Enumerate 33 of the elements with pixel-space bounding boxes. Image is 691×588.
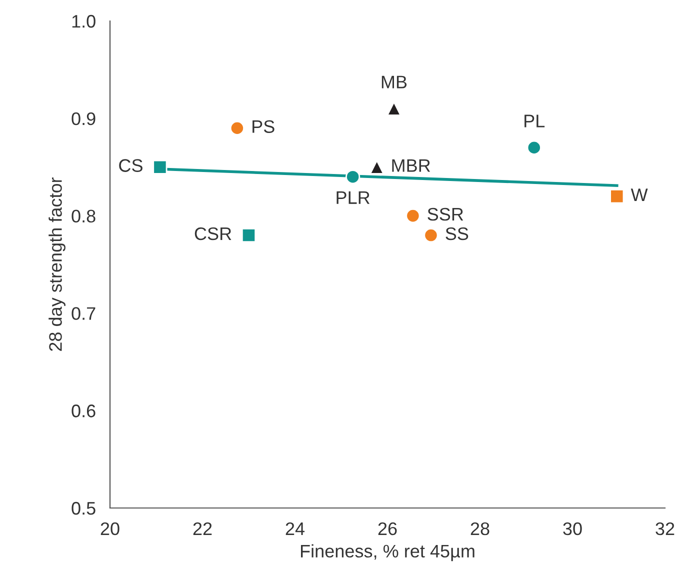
x-tick-label: 26 — [378, 522, 397, 536]
series-label: MB — [382, 76, 407, 88]
series-label: PL — [524, 114, 545, 128]
y-tick-label: 0.9 — [72, 112, 96, 126]
x-tick-label: 24 — [286, 522, 305, 535]
point — [406, 208, 420, 224]
point — [526, 140, 542, 155]
x-axis-title: Fineness, % ret 45µm — [300, 544, 474, 562]
y-tick-label: 0.6 — [72, 404, 96, 418]
x-tick-label: 30 — [563, 522, 582, 536]
point — [610, 189, 624, 204]
point — [230, 120, 244, 136]
x-tick-label: 28 — [470, 522, 490, 536]
point — [241, 228, 256, 243]
y-tick-label: 0.5 — [72, 502, 96, 515]
x-tick-label: 22 — [193, 522, 212, 535]
y-axis-title: 28 day strength factor — [48, 177, 66, 351]
series-label: MBR — [392, 159, 430, 172]
series-label: PLR — [336, 191, 370, 204]
point — [346, 170, 360, 184]
series-label: PS — [252, 120, 274, 133]
x-tick-label: 32 — [656, 522, 674, 536]
series-label: SSR — [428, 208, 464, 221]
series-label: W — [630, 188, 648, 201]
series-label: CS — [119, 159, 142, 172]
series-label: SS — [446, 227, 468, 240]
y-tick-label: 0.8 — [72, 210, 96, 223]
y-tick-label: 1.0 — [72, 14, 96, 28]
point — [424, 228, 438, 243]
x-tick-label: 20 — [100, 522, 120, 536]
series-label: CSR — [194, 227, 232, 240]
y-tick-label: 0.7 — [72, 307, 96, 320]
point — [152, 160, 168, 174]
